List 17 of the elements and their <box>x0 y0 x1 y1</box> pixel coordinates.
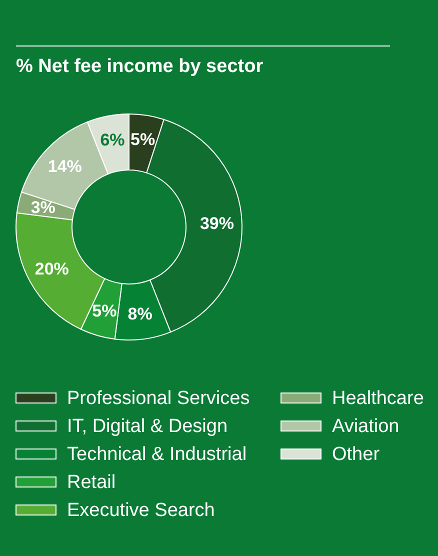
data-label: 5% <box>92 302 117 321</box>
data-label: 3% <box>30 198 56 217</box>
chart-title: % Net fee income by sector <box>16 56 264 77</box>
data-label: 6% <box>100 130 125 150</box>
data-label: 8% <box>128 304 152 324</box>
legend-label: Other <box>332 444 380 465</box>
legend-label: Executive Search <box>67 500 215 521</box>
data-label: 20% <box>34 259 69 278</box>
legend-label: Technical & Industrial <box>67 444 247 465</box>
legend-label: Healthcare <box>332 388 424 409</box>
legend-label: Professional Services <box>67 388 250 409</box>
data-label: 5% <box>130 130 156 150</box>
data-label: 14% <box>48 156 82 176</box>
legend-label: Retail <box>67 472 116 493</box>
legend-label: Aviation <box>332 416 400 437</box>
data-label: 39% <box>200 214 234 234</box>
legend-label: IT, Digital & Design <box>67 416 228 437</box>
